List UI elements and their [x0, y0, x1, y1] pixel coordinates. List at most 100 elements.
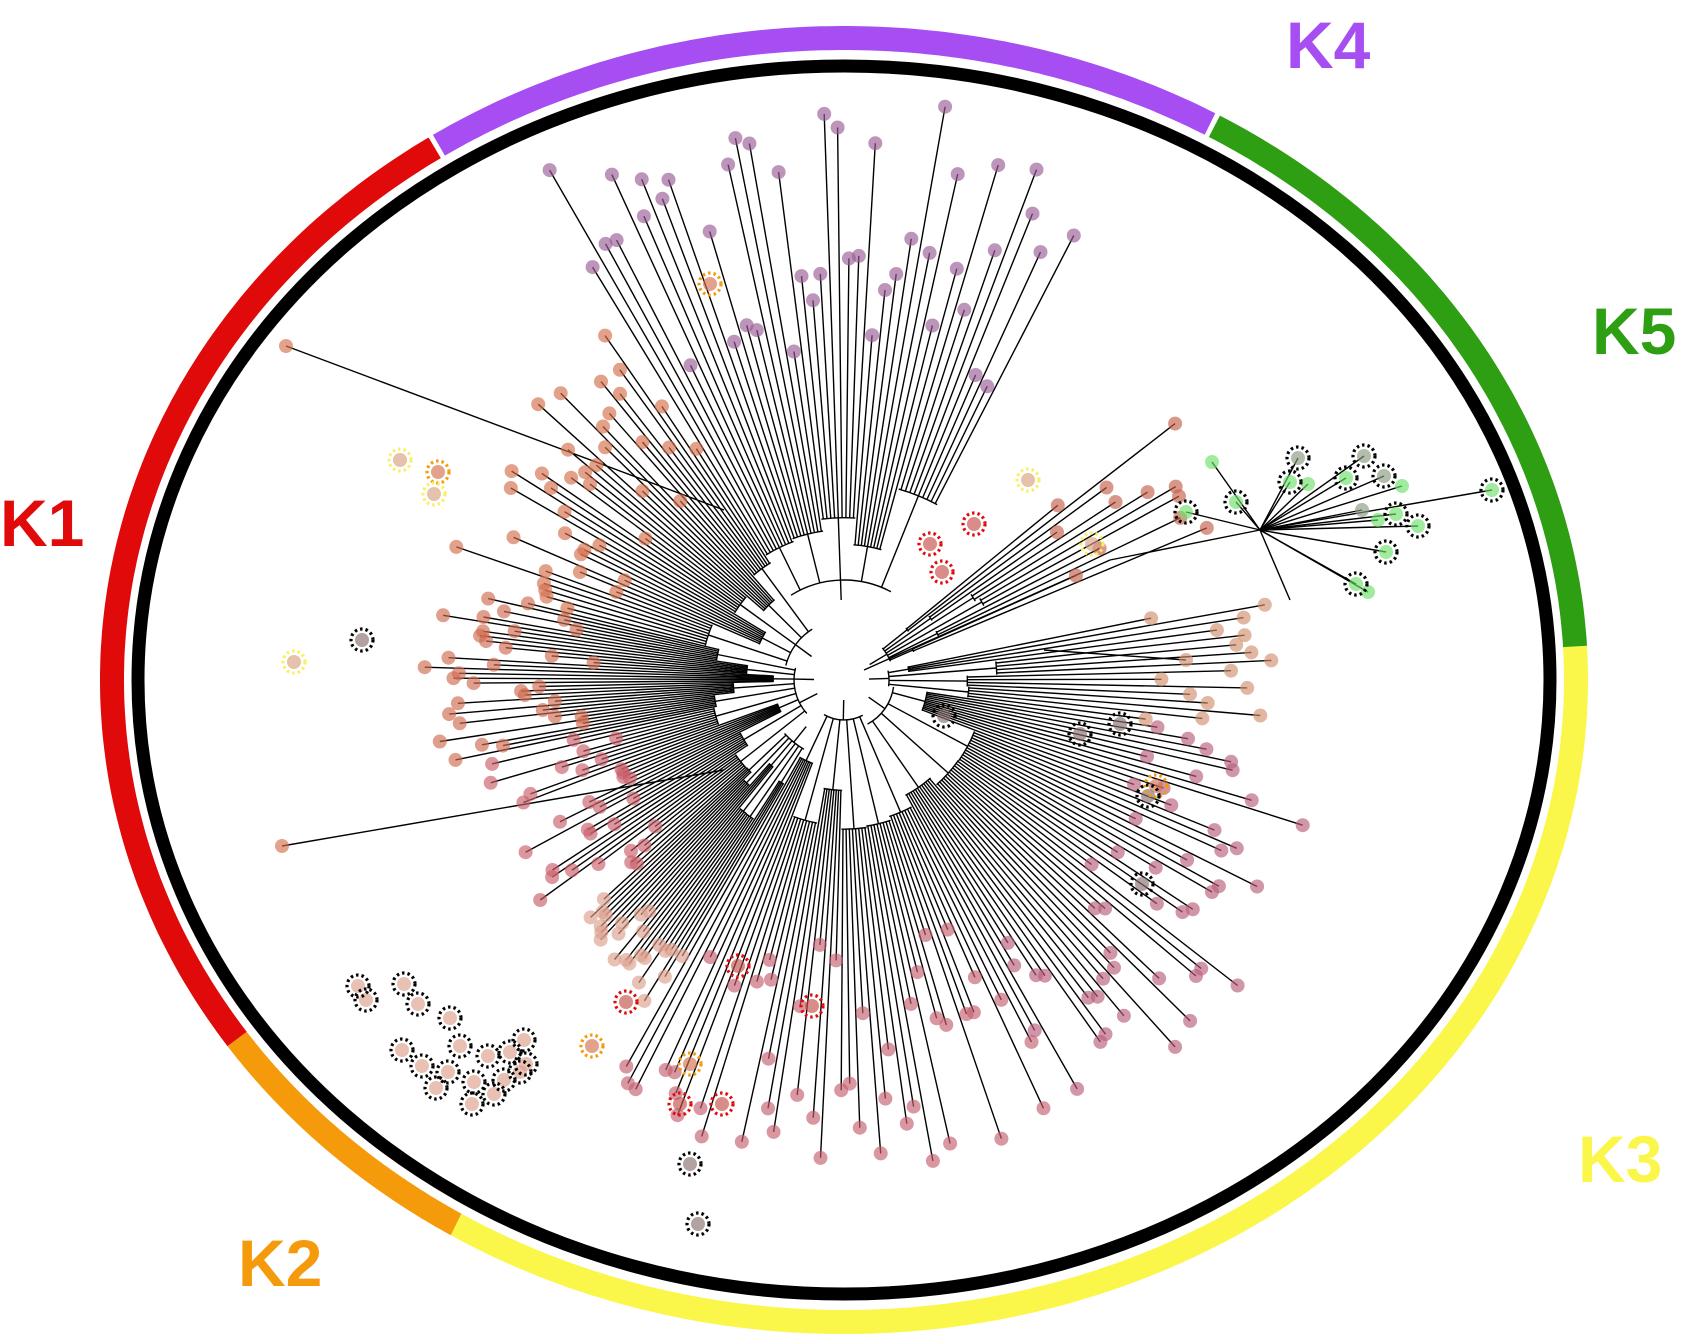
tip-k3-right	[1027, 1023, 1042, 1038]
tip-k5	[1361, 585, 1375, 599]
tip-k1-lower	[576, 744, 591, 759]
tip-k5	[1485, 483, 1499, 497]
leaf-branch	[930, 385, 988, 502]
ring-orange	[579, 1033, 605, 1059]
tip-k1-upper	[689, 441, 704, 456]
tip-k3-bottom	[852, 1120, 867, 1135]
leaf-branch	[879, 268, 958, 550]
leaf-branch	[907, 617, 1152, 668]
leaf-branch	[967, 670, 1232, 678]
leaf-branch	[473, 679, 774, 684]
leaf-branch	[527, 602, 719, 651]
tree-tip	[683, 1157, 697, 1171]
tip-k1-upper	[602, 406, 617, 421]
tip-k5	[1355, 503, 1369, 517]
leaf-branch	[592, 266, 768, 555]
tip-k2	[467, 1075, 481, 1089]
leaf-branch	[625, 757, 801, 1067]
tree-tip	[1073, 727, 1087, 741]
ring-black	[447, 1033, 473, 1059]
tip-k1-left	[514, 684, 529, 699]
ring-black	[1067, 721, 1093, 747]
leaf-branch	[965, 749, 1213, 893]
tip-k4	[925, 318, 940, 333]
tip-k1-left	[417, 660, 432, 675]
leaf-branch	[966, 746, 1220, 887]
leaf-branch	[602, 770, 750, 913]
tip-k5	[1357, 449, 1371, 463]
tip-k1-left	[452, 666, 466, 681]
tip-k2	[593, 919, 608, 934]
tip-k3-bottom	[658, 1063, 673, 1077]
tip-k4	[728, 131, 743, 146]
tip-k4	[794, 269, 809, 284]
tip-k1-left	[466, 676, 481, 691]
subclade-stem-k5-spoke	[888, 632, 938, 659]
leaf-branch	[505, 647, 747, 672]
tip-k5	[1301, 477, 1315, 491]
leaf-branch	[866, 106, 946, 547]
clade-stem-k2	[793, 726, 807, 743]
leaf-branch	[967, 684, 1191, 695]
tip-k5-spoke	[1199, 520, 1214, 535]
tip-k3-right	[1183, 1013, 1198, 1028]
leaf-branch	[953, 765, 1239, 987]
leaf-branch	[448, 657, 774, 677]
tip-k5-spoke	[1050, 525, 1064, 540]
tip-k4	[922, 245, 937, 260]
leaf-branch	[836, 127, 843, 518]
leaf-branch	[980, 485, 1177, 601]
tip-k5-spoke	[1140, 485, 1155, 500]
leaf-branch	[733, 341, 799, 538]
leaf-branch	[901, 811, 976, 978]
tip-k3-right	[1110, 845, 1125, 860]
leaf-branch	[772, 788, 828, 1133]
leaf-branch	[941, 779, 1111, 954]
tip-k3-right	[1250, 879, 1265, 894]
subclade-stem-k1-upper	[708, 634, 788, 662]
leaf-branch	[912, 790, 1009, 944]
tip-k3-bottom	[899, 1116, 914, 1131]
subclade-stem-k3-bottom	[852, 718, 880, 824]
tip-k3-right	[1181, 731, 1195, 746]
leaf-branch	[854, 828, 882, 1154]
tip-k2	[481, 1049, 495, 1063]
leaf-branch	[579, 571, 712, 627]
tip-k1-left	[441, 650, 456, 665]
subclade-stem-k4	[806, 533, 821, 584]
tip-k1-left	[448, 752, 463, 767]
leaf-branch	[643, 215, 787, 545]
tip-mid-right	[1253, 708, 1268, 723]
leaf-branch	[926, 695, 1207, 750]
k5-leaf-branch	[1259, 483, 1309, 531]
tip-k1-left	[450, 696, 465, 711]
tip-k1-lower	[594, 752, 609, 767]
ring-black	[1223, 489, 1249, 515]
tip-k1-left	[486, 657, 501, 672]
tip-k2	[657, 969, 672, 984]
tip-k1-left	[476, 624, 490, 639]
subclade-stem-k1-left	[746, 668, 795, 676]
leaf-branch	[812, 300, 832, 519]
tree-tip	[937, 709, 951, 723]
leaf-branch	[925, 781, 1099, 998]
leaf-branch	[914, 789, 1037, 976]
highlight-rings	[281, 271, 1505, 1237]
tip-k1-upper	[635, 435, 650, 449]
tip-k3-right	[1087, 901, 1102, 916]
leaf-branch	[995, 634, 1245, 664]
leaf-branch	[554, 687, 734, 702]
leaf-branch	[629, 708, 780, 779]
ring-red	[961, 511, 987, 537]
tip-k1-upper	[578, 465, 593, 480]
tip-outlier	[275, 839, 289, 853]
leaf-branch	[924, 701, 1197, 778]
tip-k1-upper	[536, 576, 551, 591]
tip-mid-right	[1244, 645, 1259, 660]
cluster-label-k5: K5	[1592, 294, 1676, 368]
leaf-branch	[640, 764, 772, 916]
tip-k1-lower	[566, 732, 581, 747]
tip-k1-lower	[637, 838, 652, 853]
leaf-branch	[909, 250, 996, 493]
leaf-branch	[857, 289, 886, 546]
